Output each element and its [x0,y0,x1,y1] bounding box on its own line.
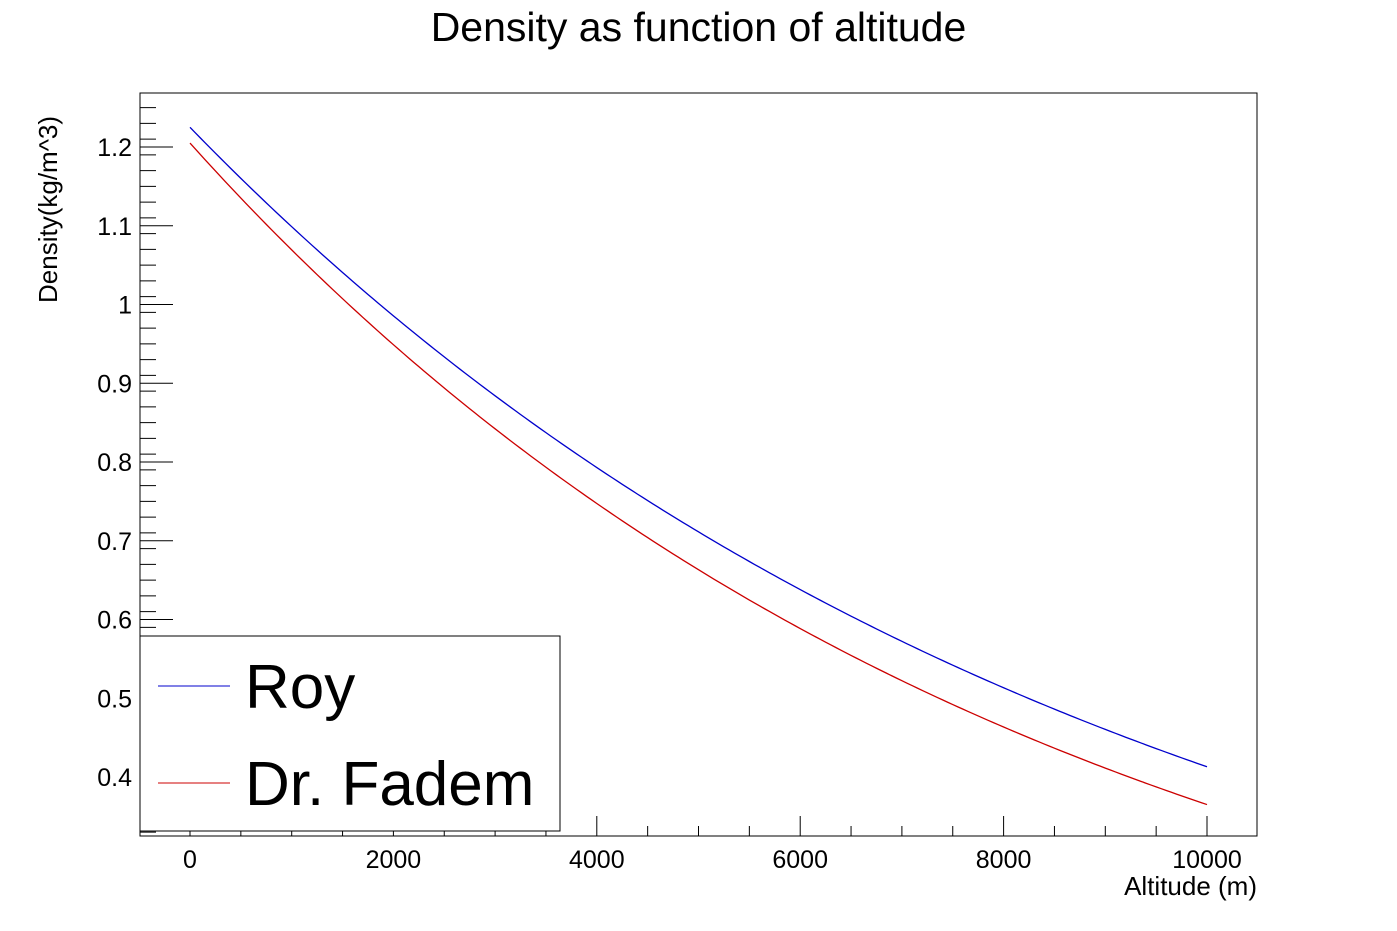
x-tick-label: 0 [183,846,197,874]
series-line-roy [189,126,1208,768]
y-tick-label: 0.6 [97,607,132,635]
y-tick-label: 0.8 [97,449,132,477]
x-tick-label: 8000 [976,846,1032,874]
x-tick-label: 10000 [1172,846,1242,874]
y-tick-label: 0.4 [97,764,132,792]
y-tick-label: 0.7 [97,528,132,556]
y-tick-label: 0.5 [97,685,132,713]
x-tick-label: 6000 [772,846,828,874]
y-tick-label: 1.2 [97,134,132,162]
x-tick-label: 2000 [366,846,422,874]
legend-box [139,635,561,832]
legend-label-dr-fadem: Dr. Fadem [245,750,534,819]
y-tick-label: 1.1 [97,213,132,241]
x-tick-label: 4000 [569,846,625,874]
legend-label-roy: Roy [245,653,355,722]
y-tick-label: 1 [118,292,132,320]
series-line-dr-fadem [189,142,1208,806]
y-tick-label: 0.9 [97,370,132,398]
legend: Roy Dr. Fadem [139,635,561,832]
chart-title: Density as function of altitude [430,4,967,50]
x-axis-label: Altitude (m) [1124,871,1257,901]
